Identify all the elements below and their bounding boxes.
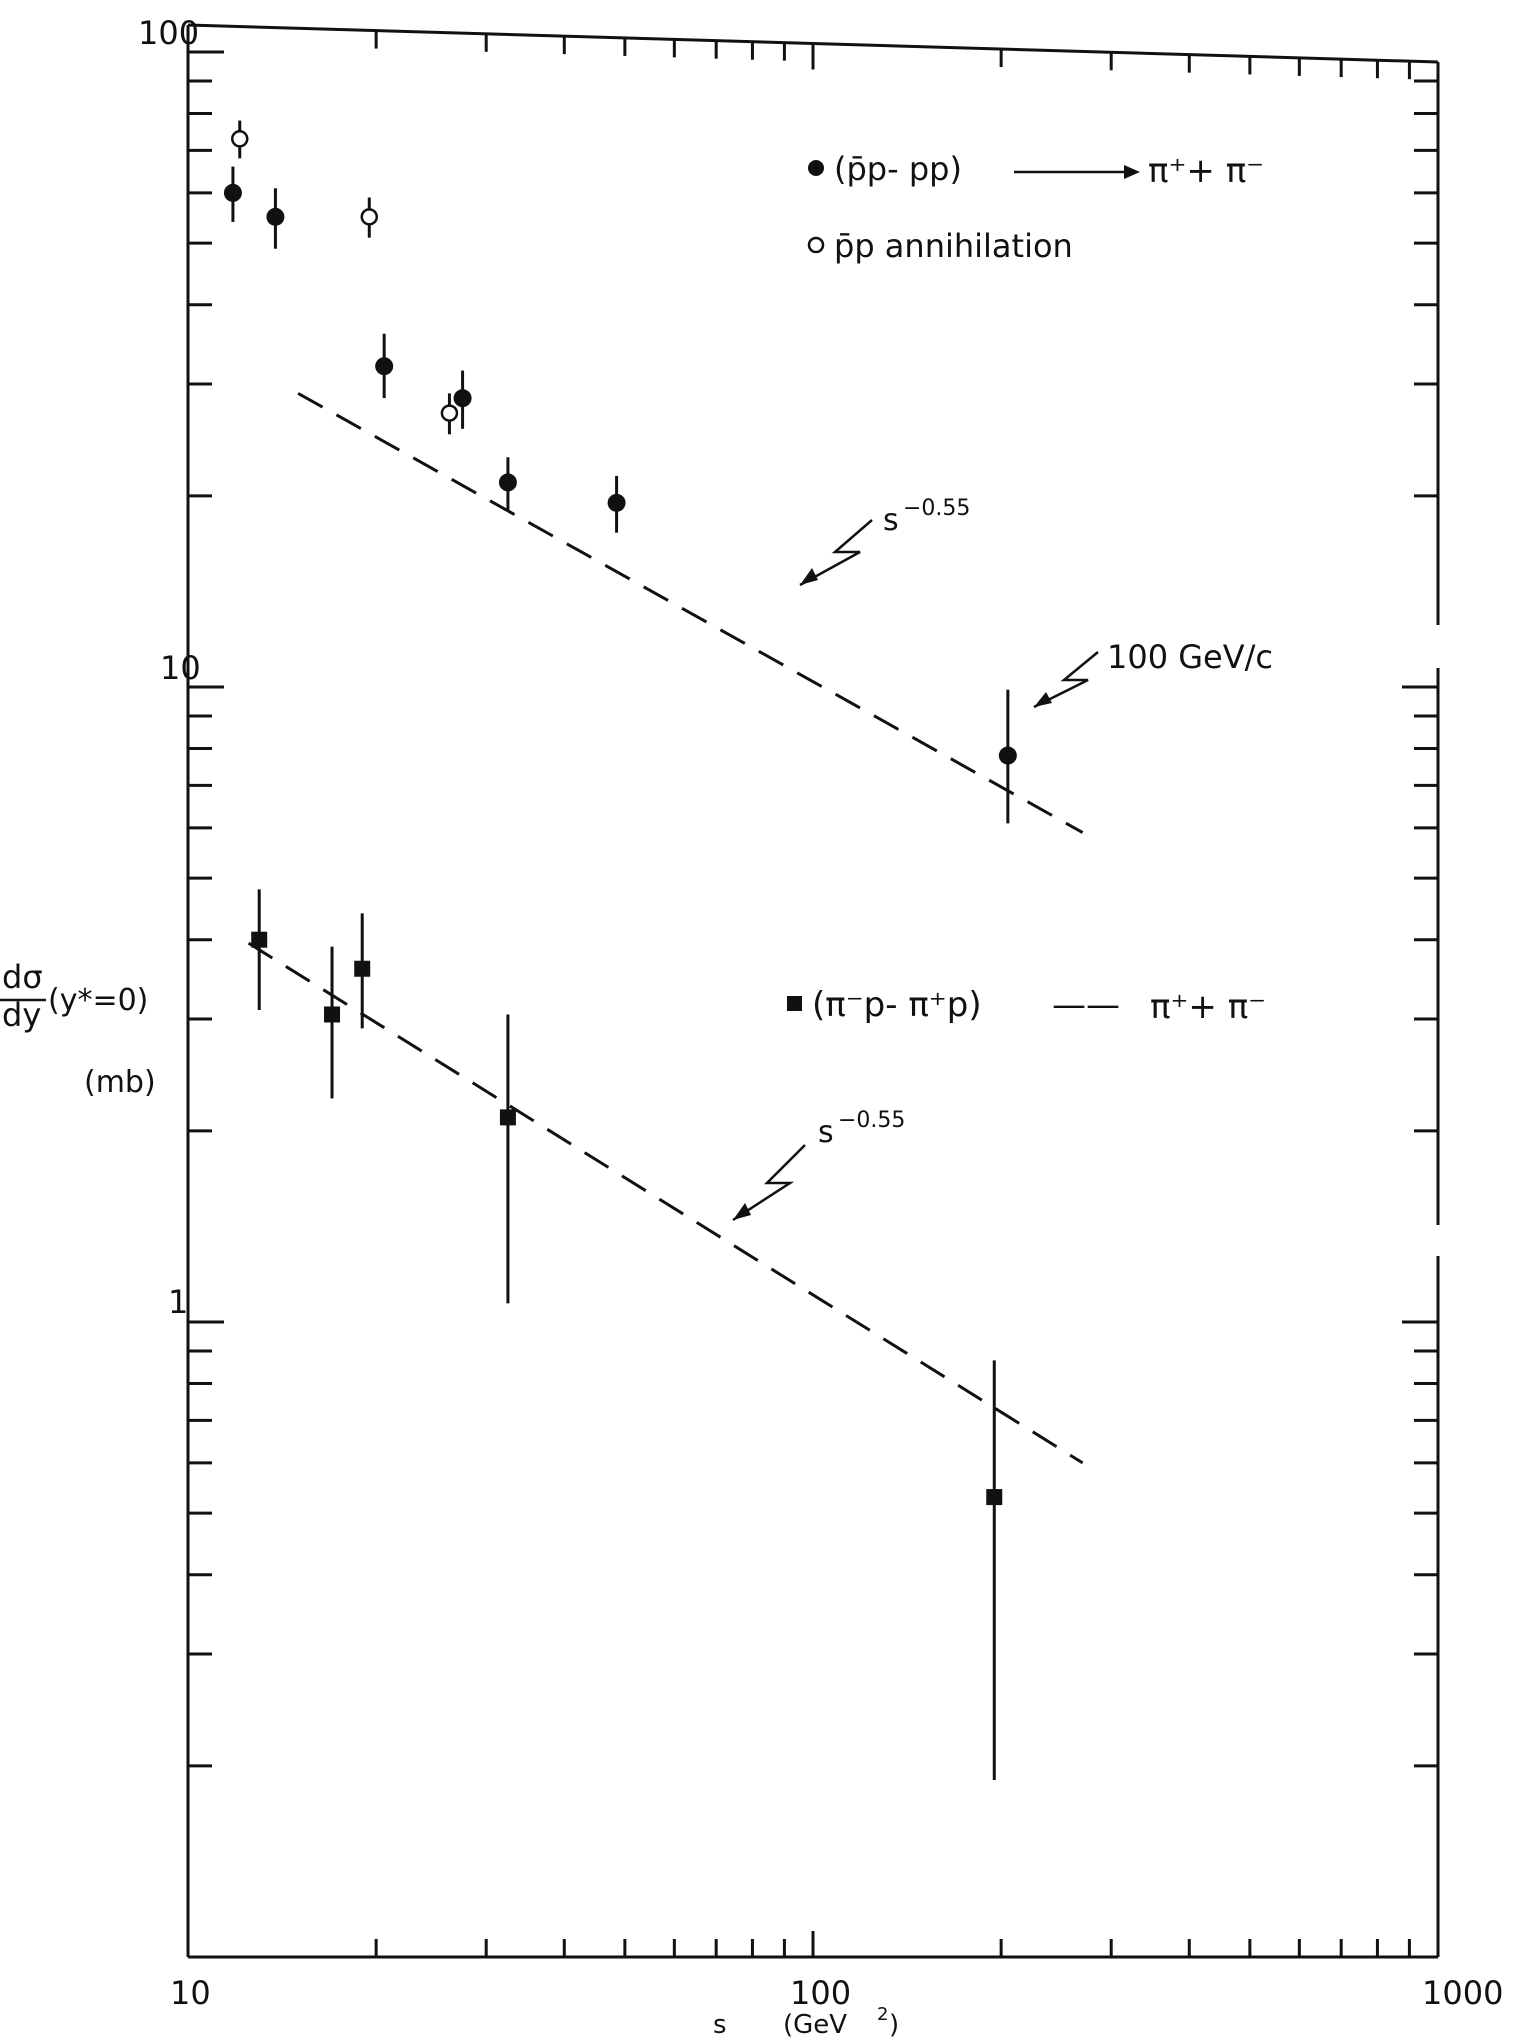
fit-annotation-lower: s −0.55 <box>732 1108 905 1222</box>
data-point-filled-square <box>986 1489 1003 1506</box>
data-point-filled-circle <box>375 357 394 376</box>
legend-products-squares: π⁺+ π⁻ <box>1150 987 1266 1027</box>
data-marks <box>223 120 1017 1780</box>
axis-ticks <box>186 25 1440 1959</box>
legend-line-squares: —— <box>1052 985 1120 1025</box>
legend-entry-squares: (π⁻p- π⁺p) —— π⁺+ π⁻ <box>787 985 1266 1027</box>
data-point-open-circle <box>440 404 459 422</box>
y-axis-argument: (y*=0) <box>48 983 148 1018</box>
data-point-filled-square <box>251 931 268 948</box>
legend: (p̄p- pp) π⁺+ π⁻ p̄p annihilation (π⁻p- … <box>787 150 1266 1027</box>
data-point-filled-circle <box>498 473 517 492</box>
legend-marker-filled-circle <box>808 160 824 176</box>
data-point-filled-square <box>354 960 371 977</box>
data-point-open-circle <box>360 208 379 226</box>
data-point-open-circle <box>230 130 249 148</box>
x-tick-label-100: 100 <box>790 1974 851 2012</box>
data-point-filled-circle <box>453 389 472 408</box>
y-axis-unit: (mb) <box>84 1065 156 1100</box>
x-axis-unit-close: ) <box>889 2010 899 2038</box>
fit-lines <box>247 392 1084 1465</box>
fit-label-upper: s <box>883 503 899 538</box>
momentum-label: 100 GeV/c <box>1107 638 1273 676</box>
pointer-arrowhead <box>1034 692 1052 707</box>
momentum-annotation: 100 GeV/c <box>1033 638 1273 709</box>
y-axis-label: dσ dy (y*=0) (mb) <box>0 958 156 1100</box>
legend-entry-filled-circles: (p̄p- pp) π⁺+ π⁻ <box>808 150 1264 191</box>
y-tick-label-1: 1 <box>168 1283 188 1321</box>
data-point-filled-square <box>324 1006 341 1023</box>
pointer-arrowhead <box>733 1203 751 1220</box>
x-axis-unit-open: (GeV <box>783 2010 847 2038</box>
pointer-zigzag <box>799 519 873 587</box>
pointer-arrowhead <box>800 568 818 585</box>
fit-exponent-upper: −0.55 <box>903 496 970 521</box>
y-tick-label-10: 10 <box>160 649 201 687</box>
x-axis-var: s <box>713 2010 727 2038</box>
x-tick-label-10: 10 <box>170 1974 211 2012</box>
x-axis-label: s (GeV 2 ) <box>713 2004 899 2038</box>
data-point-filled-circle <box>998 746 1017 765</box>
x-tick-label-1000: 1000 <box>1422 1974 1503 2012</box>
legend-label-filled-circles: (p̄p- pp) <box>834 150 962 188</box>
fit-label-lower: s <box>818 1115 834 1150</box>
y-tick-label-100: 100 <box>138 14 199 52</box>
fit-annotation-upper: s −0.55 <box>799 496 970 587</box>
pointer-zigzag <box>732 1144 806 1222</box>
legend-arrowhead <box>1124 165 1140 179</box>
fit-line <box>297 392 1084 834</box>
y-axis-denominator: dy <box>2 996 41 1034</box>
x-axis-unit-sup: 2 <box>877 2004 888 2025</box>
legend-label-open-circles: p̄p annihilation <box>834 227 1073 265</box>
fit-exponent-lower: −0.55 <box>838 1108 905 1133</box>
legend-products-filled-circles: π⁺+ π⁻ <box>1148 151 1264 191</box>
fit-line <box>247 941 1084 1465</box>
data-point-filled-circle <box>607 493 626 512</box>
legend-marker-filled-square <box>787 996 802 1011</box>
legend-marker-open-circle <box>807 236 825 254</box>
data-point-filled-square <box>499 1109 516 1126</box>
y-axis-numerator: dσ <box>2 958 43 996</box>
pointer-zigzag <box>1033 651 1099 709</box>
legend-label-squares: (π⁻p- π⁺p) <box>812 985 982 1025</box>
legend-entry-open-circles: p̄p annihilation <box>807 227 1073 265</box>
data-point-filled-circle <box>266 207 285 226</box>
data-point-filled-circle <box>223 183 242 202</box>
